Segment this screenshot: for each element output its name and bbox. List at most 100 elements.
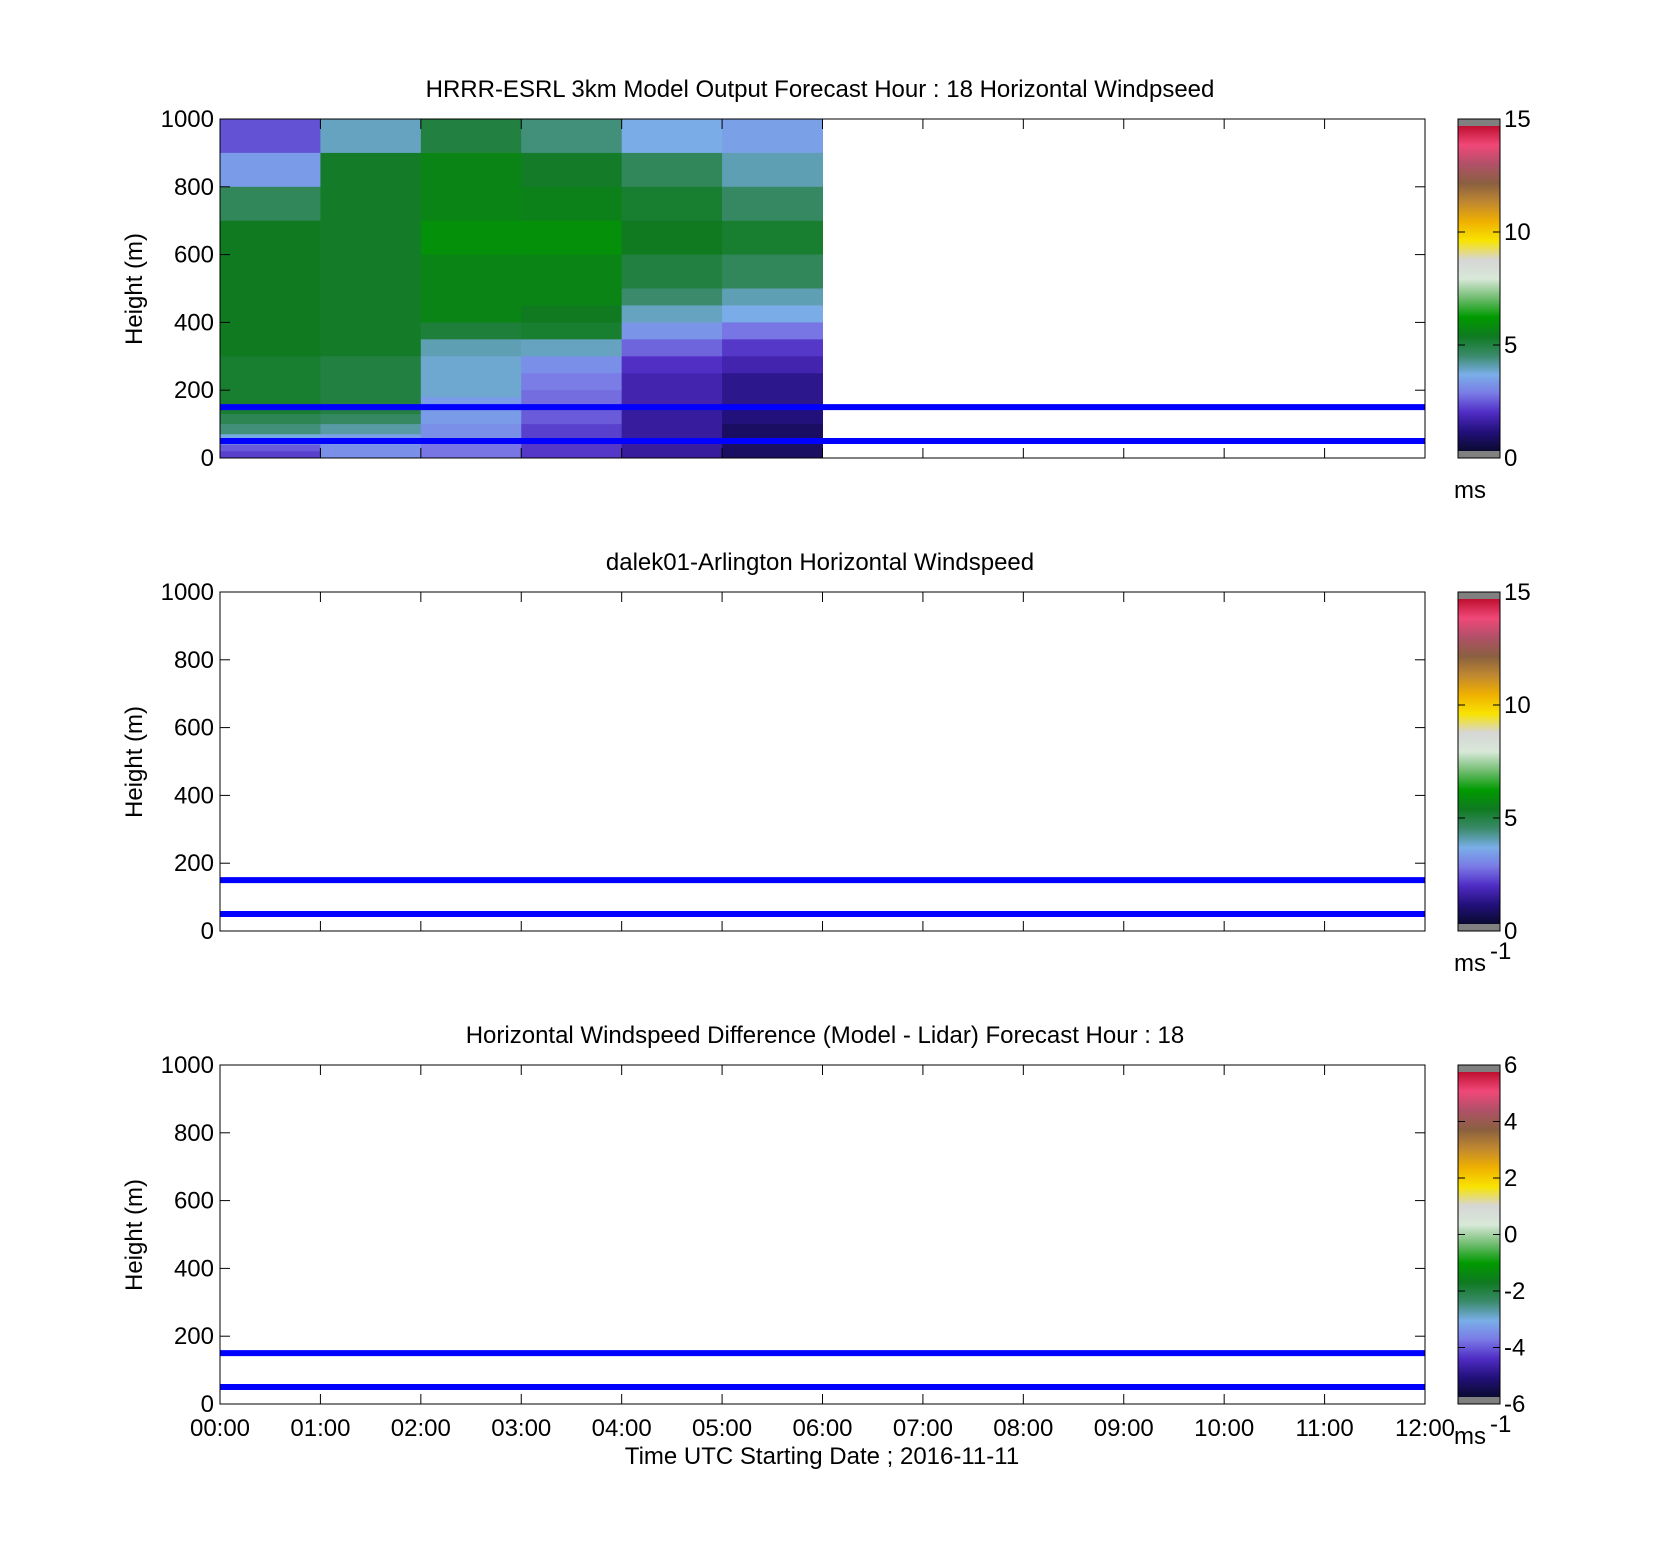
colorbar-gradient	[1458, 126, 1500, 451]
colorbar-tick-label: -4	[1504, 1335, 1525, 1362]
heatmap-cell	[521, 322, 623, 340]
colorbar-underflow	[1458, 924, 1500, 931]
y-tick-label: 0	[201, 1391, 214, 1418]
heatmap-cell	[521, 373, 623, 391]
colorbar-underflow	[1458, 1397, 1500, 1404]
colorbar-unit: ms	[1454, 477, 1486, 504]
heatmap-cell	[420, 322, 522, 340]
heatmap-cell	[220, 424, 321, 435]
heatmap-cell	[621, 186, 723, 222]
heatmap-cell	[521, 356, 623, 374]
colorbar-tick-label: 10	[1504, 219, 1531, 246]
y-tick-label: 0	[201, 445, 214, 472]
x-tick-label: 02:00	[391, 1415, 451, 1442]
y-tick-label: 400	[174, 1255, 214, 1282]
x-tick-label: 06:00	[792, 1415, 852, 1442]
y-tick-label: 400	[174, 782, 214, 809]
heatmap-cell	[220, 451, 321, 459]
x-tick-label: 11:00	[1295, 1415, 1353, 1442]
colorbar: 0 5 10 15 ms	[1454, 106, 1531, 504]
heatmap-cell	[420, 152, 522, 222]
heatmap-cell	[420, 424, 522, 442]
heatmap-cell	[420, 441, 522, 459]
colorbar-tick-label: 5	[1504, 805, 1517, 832]
heatmap-cell	[521, 441, 623, 459]
heatmap-cell	[722, 339, 823, 357]
colorbar-tick-label: 4	[1504, 1109, 1517, 1136]
colorbar-frame	[1457, 591, 1501, 932]
heatmap-cell	[722, 373, 823, 408]
heatmap-cell	[521, 186, 623, 222]
y-tick-label: 600	[174, 1188, 214, 1215]
colorbar-tick-label: 2	[1504, 1165, 1517, 1192]
heatmap-cell	[420, 254, 522, 323]
heatmap-cell	[722, 407, 823, 425]
heatmap-cell	[220, 152, 321, 188]
x-axis	[219, 592, 1426, 931]
heatmap-cell	[521, 152, 623, 188]
y-tick-label: 600	[174, 242, 214, 269]
heatmap-cell	[621, 288, 723, 306]
heatmap-cell	[621, 356, 723, 374]
heatmap-cell	[420, 396, 522, 425]
heatmap-cell	[722, 322, 823, 340]
heatmap-cell	[320, 424, 422, 435]
y-axis: 0 200 400 600 800 1000	[161, 106, 1425, 472]
colorbar-gradient	[1458, 599, 1500, 924]
panel-difference: Horizontal Windspeed Difference (Model -…	[121, 1022, 1525, 1470]
x-axis-label: Time UTC Starting Date ; 2016-11-11	[625, 1443, 1019, 1470]
x-tick-label: 03:00	[491, 1415, 551, 1442]
heatmap-cell	[521, 220, 623, 256]
heatmap-cell	[220, 444, 321, 452]
heatmap-cell	[621, 152, 723, 188]
colorbar-underflow	[1458, 451, 1500, 458]
heatmap-cell	[220, 220, 321, 357]
colorbar-tick-label: 0	[1504, 445, 1517, 472]
y-axis-label: Height (m)	[121, 706, 148, 818]
heatmap-cell	[521, 339, 623, 357]
heatmap-cell	[621, 339, 723, 357]
x-tick-label: 04:00	[592, 1415, 652, 1442]
y-tick-label: 600	[174, 715, 214, 742]
heatmap-cell	[722, 305, 823, 323]
reference-lines	[220, 1350, 1425, 1391]
heatmap-cell	[722, 356, 823, 374]
heatmap-cell	[420, 339, 522, 357]
y-tick-label: 800	[174, 1120, 214, 1147]
heatmap-cell	[521, 305, 623, 323]
y-tick-label: 1000	[161, 106, 214, 133]
heatmap-cell	[320, 119, 422, 154]
heatmap-cell	[722, 152, 823, 188]
heatmap-cell	[621, 119, 723, 154]
reference-lines	[220, 877, 1425, 918]
colorbar-unit: ms	[1454, 950, 1486, 977]
y-tick-label: 800	[174, 647, 214, 674]
colorbar-tick-label: -2	[1504, 1278, 1525, 1305]
x-tick-label: 01:00	[290, 1415, 350, 1442]
y-tick-label: 0	[201, 918, 214, 945]
colorbar-frame	[1457, 118, 1501, 459]
colorbar-tick-label: 0	[1504, 918, 1517, 945]
y-axis-label: Height (m)	[121, 1179, 148, 1291]
heatmap-cell	[621, 305, 723, 323]
colorbar-tick-label: 15	[1504, 106, 1531, 133]
heatmap-cell	[521, 424, 623, 442]
panel-title: Horizontal Windspeed Difference (Model -…	[466, 1022, 1185, 1049]
heatmap-cell	[220, 413, 321, 425]
heatmap-cell	[621, 254, 723, 289]
panel-model: HRRR-ESRL 3km Model Output Forecast Hour…	[121, 76, 1531, 504]
x-tick-label: 00:00	[190, 1415, 250, 1442]
colorbar-unit: ms	[1454, 1423, 1486, 1450]
panel-lidar: dalek01-Arlington Horizontal Windspeed 0…	[121, 549, 1531, 977]
y-tick-label: 1000	[161, 1052, 214, 1079]
colorbar: 0 5 10 15 ms -1	[1454, 579, 1531, 977]
colorbar-overflow	[1458, 119, 1500, 126]
heatmap-cell	[621, 407, 723, 459]
colorbar-tick-label: 15	[1504, 579, 1531, 606]
reference-lines	[220, 404, 1425, 445]
heatmap-cell	[420, 220, 522, 256]
heatmap-cell	[320, 444, 422, 459]
heatmap-cell	[722, 288, 823, 306]
x-tick-label: 08:00	[993, 1415, 1053, 1442]
heatmap-cell	[521, 254, 623, 306]
